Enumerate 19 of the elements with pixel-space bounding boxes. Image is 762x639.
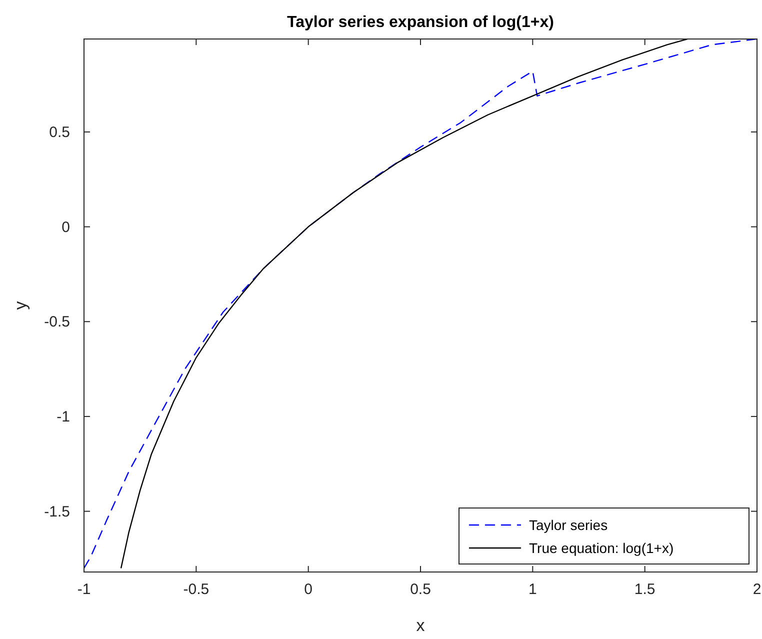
- x-tick-label: 2: [752, 581, 762, 598]
- x-tick-label: 0.5: [410, 581, 431, 598]
- y-axis-title: y: [11, 300, 30, 310]
- legend-label: True equation: log(1+x): [529, 540, 674, 556]
- y-tick-label: -0.5: [44, 314, 70, 331]
- line-series: [84, 39, 757, 569]
- x-tick-label: 1: [528, 581, 537, 598]
- line-series: [120, 39, 688, 569]
- y-tick-label: -1.5: [44, 503, 70, 520]
- y-tick-label: -1: [56, 408, 70, 426]
- x-tick-label: -1: [77, 581, 91, 598]
- x-axis-title: x: [416, 616, 426, 635]
- chart-title: Taylor series expansion of log(1+x): [287, 14, 554, 31]
- y-tick-label: 0.5: [49, 124, 70, 141]
- x-tick-label: 0: [304, 581, 313, 598]
- legend-label: Taylor series: [529, 517, 608, 533]
- x-tick-label: -0.5: [183, 581, 210, 598]
- x-tick-label: 1.5: [634, 581, 656, 598]
- y-tick-label: 0: [62, 218, 70, 236]
